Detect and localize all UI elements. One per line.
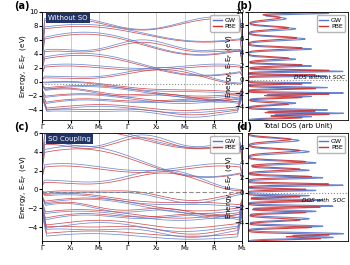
Text: DOS without SOC: DOS without SOC bbox=[294, 75, 345, 80]
X-axis label: Total DOS (arb Unit): Total DOS (arb Unit) bbox=[264, 122, 333, 129]
Y-axis label: Energy, E-E$_F$  (eV): Energy, E-E$_F$ (eV) bbox=[224, 155, 234, 219]
Text: DOS with  SOC: DOS with SOC bbox=[302, 198, 345, 202]
Y-axis label: Energy, E-E$_F$  (eV): Energy, E-E$_F$ (eV) bbox=[18, 34, 28, 98]
Text: (a): (a) bbox=[14, 1, 29, 11]
Legend: GW, PBE: GW, PBE bbox=[316, 136, 345, 153]
Text: (b): (b) bbox=[236, 1, 252, 11]
Text: Without SO: Without SO bbox=[48, 15, 88, 21]
Y-axis label: Energy, E-E$_F$  (eV): Energy, E-E$_F$ (eV) bbox=[224, 34, 234, 98]
Legend: GW, PBE: GW, PBE bbox=[316, 15, 345, 32]
Text: (d): (d) bbox=[236, 122, 252, 132]
Legend: GW, PBE: GW, PBE bbox=[210, 15, 239, 32]
Legend: GW, PBE: GW, PBE bbox=[210, 136, 239, 153]
Y-axis label: Energy, E-E$_F$  (eV): Energy, E-E$_F$ (eV) bbox=[18, 155, 28, 219]
Text: SO Coupling: SO Coupling bbox=[48, 136, 91, 142]
Text: (c): (c) bbox=[14, 122, 29, 132]
